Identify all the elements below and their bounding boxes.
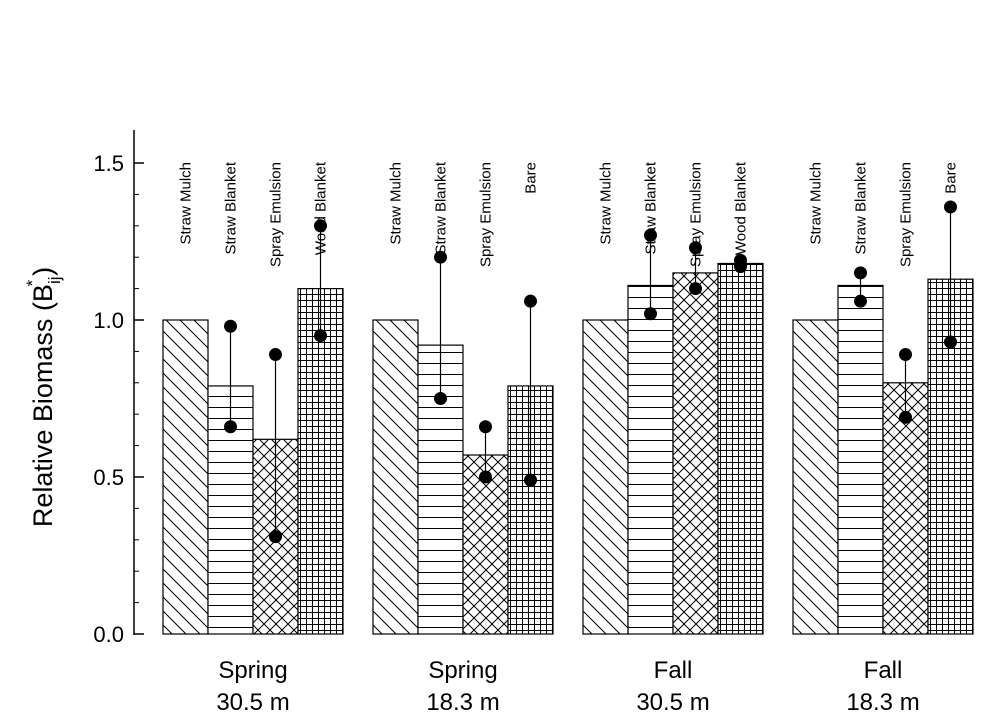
- error-point-low: [524, 473, 537, 487]
- bar-label: Spray Emulsion: [268, 162, 285, 267]
- bar-label: Spray Emulsion: [688, 162, 705, 267]
- bar: [297, 288, 344, 635]
- group-labels-layer: Spring 30.5 m Spring 18.3 m Fall 30.5 m Fall 18…: [216, 657, 919, 716]
- bar-label: Straw Mulch: [388, 162, 405, 245]
- y-tick-label: 1.5: [93, 151, 124, 176]
- error-point-low: [644, 307, 657, 321]
- bar-label: Straw Blanket: [223, 161, 240, 254]
- error-point-high: [269, 348, 282, 362]
- bar: [162, 319, 209, 635]
- bar-label: Straw Mulch: [808, 162, 825, 245]
- y-tick-label: 1.0: [93, 308, 124, 333]
- bar: [672, 272, 719, 635]
- bar-label: Spray Emulsion: [898, 162, 915, 267]
- error-point-low: [734, 260, 747, 274]
- group-label-season: Fall: [654, 657, 693, 684]
- bar-label: Bare: [523, 162, 540, 194]
- error-point-high: [854, 266, 867, 280]
- bar: [582, 319, 629, 635]
- error-point-high: [314, 219, 327, 233]
- error-point-low: [944, 335, 957, 349]
- error-point-high: [644, 228, 657, 242]
- error-point-high: [689, 241, 702, 255]
- error-point-low: [689, 282, 702, 296]
- error-point-high: [224, 319, 237, 333]
- error-point-low: [269, 530, 282, 544]
- bar: [627, 284, 674, 635]
- bar-label: Straw Mulch: [598, 162, 615, 245]
- y-axis: 0.0 0.5 1.0 1.5: [93, 130, 144, 647]
- bar-label: Straw Blanket: [853, 161, 870, 254]
- y-tick-label: 0.0: [93, 622, 124, 647]
- group-label-season: Spring: [428, 657, 497, 684]
- error-point-low: [479, 470, 492, 484]
- error-point-high: [524, 294, 537, 308]
- group-label-distance: 18.3 m: [426, 689, 499, 716]
- bars-layer: [162, 200, 974, 635]
- bar-label: Bare: [943, 162, 960, 194]
- error-point-low: [314, 329, 327, 343]
- error-point-high: [944, 200, 957, 214]
- y-axis-label: Relative Biomass (Bij*): [23, 267, 64, 527]
- bar-label: Straw Mulch: [178, 162, 195, 245]
- bar-label: Spray Emulsion: [478, 162, 495, 267]
- error-point-low: [854, 294, 867, 308]
- error-point-low: [899, 410, 912, 424]
- group-label-distance: 30.5 m: [216, 689, 289, 716]
- bar: [717, 262, 764, 635]
- group-label-distance: 18.3 m: [846, 689, 919, 716]
- bar: [372, 319, 419, 635]
- error-point-high: [434, 250, 447, 264]
- y-tick-label: 0.5: [93, 465, 124, 490]
- bar-label: Straw Blanket: [433, 161, 450, 254]
- bar-label: Wood Blanket: [733, 161, 750, 255]
- group-label-season: Fall: [864, 657, 903, 684]
- bar-label: Wood Blanket: [313, 161, 330, 255]
- error-point-low: [434, 392, 447, 405]
- group-label-distance: 30.5 m: [636, 689, 709, 716]
- bar: [792, 319, 839, 635]
- error-point-low: [224, 420, 237, 434]
- error-point-high: [479, 420, 492, 434]
- bar: [462, 454, 509, 635]
- error-point-high: [899, 348, 912, 362]
- bar: [837, 284, 884, 635]
- bar-label: Straw Blanket: [643, 161, 660, 254]
- group-label-season: Spring: [218, 657, 287, 684]
- bar-labels-layer: Straw Mulch Straw Blanket Spray Emulsion Wo…: [178, 161, 960, 267]
